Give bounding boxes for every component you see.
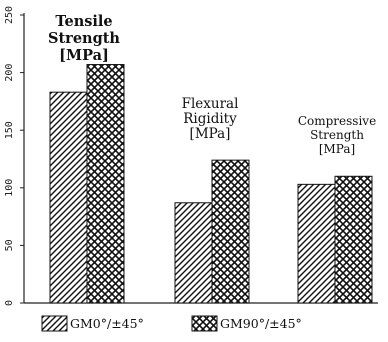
legend-swatch — [41, 315, 68, 332]
category-labels-layer: TensileStrength[MPa]FlexuralRigidity[MPa… — [48, 13, 376, 156]
category-label-line: Strength — [48, 30, 120, 47]
legend-swatch — [191, 315, 218, 332]
y-tick-label: 200 — [4, 64, 15, 82]
category-label-line: [MPa] — [190, 126, 231, 142]
bar-gm90-2 — [334, 175, 373, 304]
bar-gm0-1 — [174, 202, 213, 304]
category-label-line: [MPa] — [319, 142, 355, 156]
legend-label: GM0°/±45° — [70, 316, 144, 331]
category-label-line: [MPa] — [59, 47, 109, 64]
bar-gm0-0 — [49, 91, 88, 304]
y-tick-label: 150 — [4, 121, 15, 139]
y-tick-label: 50 — [4, 239, 15, 251]
legend-item: GM0°/±45° — [41, 315, 144, 332]
bars-layer — [49, 64, 373, 304]
bar-gm90-0 — [86, 64, 125, 304]
legend-item: GM90°/±45° — [191, 315, 302, 332]
category-label-line: Compressive — [298, 114, 376, 128]
legend-label: GM90°/±45° — [220, 316, 302, 331]
category-label-line: Rigidity — [183, 111, 237, 127]
y-tick-label: 100 — [4, 179, 15, 197]
category-label-line: Tensile — [55, 13, 112, 30]
y-tick-label: 250 — [4, 6, 15, 24]
bar-gm90-1 — [211, 159, 250, 304]
category-label-line: Strength — [310, 128, 364, 142]
bar-gm0-2 — [297, 183, 336, 304]
legend: GM0°/±45° GM90°/±45° — [41, 315, 302, 332]
y-tick-label: 0 — [4, 300, 15, 306]
category-label-line: Flexural — [182, 96, 239, 112]
